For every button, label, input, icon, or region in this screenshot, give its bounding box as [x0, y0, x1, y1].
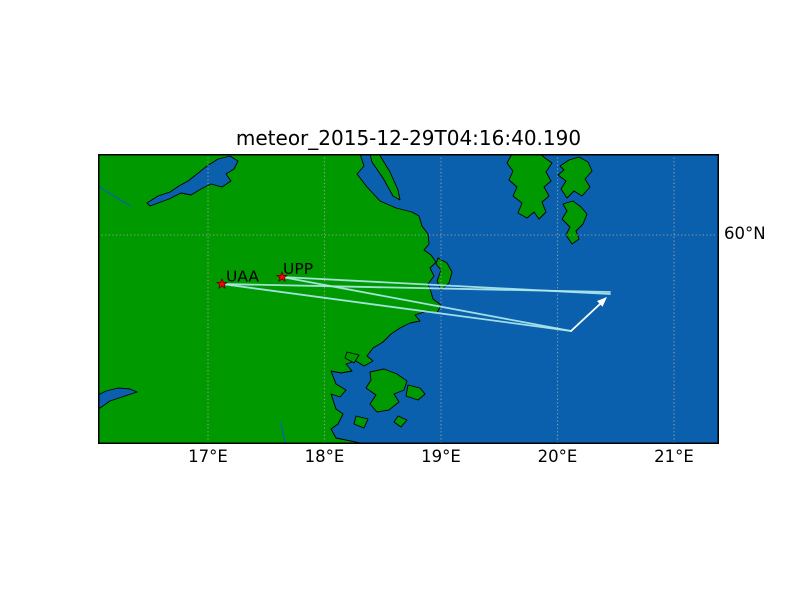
map-plot: UAA UPP	[98, 154, 719, 444]
island-archipelago-small-4	[405, 384, 426, 401]
plot-title: meteor_2015-12-29T04:16:40.190	[235, 126, 582, 150]
station-label-uaa: UAA	[226, 268, 259, 286]
island-aland-east	[557, 156, 593, 199]
star-icon	[275, 270, 289, 282]
island-archipelago-main	[365, 368, 408, 413]
island-coastal	[435, 257, 453, 291]
land-mainland	[98, 154, 442, 444]
meteor-track-arrowhead-icon	[597, 297, 607, 307]
island-archipelago-small-3	[393, 415, 408, 428]
x-tick-label-17e: 17°E	[188, 447, 228, 466]
x-tick-label-21e: 21°E	[654, 447, 694, 466]
y-tick-label-60n: 60°N	[724, 224, 766, 243]
station-marker-uaa	[215, 277, 229, 289]
island-aland-west	[506, 154, 553, 220]
island-archipelago-small-1	[353, 415, 369, 429]
sight-line-upp-start	[281, 276, 572, 332]
island-archipelago-small-2	[344, 351, 360, 364]
meteor-track-line	[570, 303, 601, 332]
x-tick-label-20e: 20°E	[537, 447, 578, 466]
station-marker-upp	[275, 270, 289, 282]
sight-line-uaa-start	[221, 283, 572, 332]
sight-line-upp-end	[281, 276, 611, 295]
river-west	[98, 185, 132, 207]
star-icon	[215, 277, 229, 289]
x-tick-label-19e: 19°E	[421, 447, 461, 466]
x-tick-label-18e: 18°E	[304, 447, 345, 466]
island-aland-south	[561, 200, 588, 245]
map-border	[98, 154, 719, 444]
island-graso	[369, 154, 401, 201]
station-label-upp: UPP	[283, 260, 313, 278]
lake-northwest	[146, 155, 239, 207]
